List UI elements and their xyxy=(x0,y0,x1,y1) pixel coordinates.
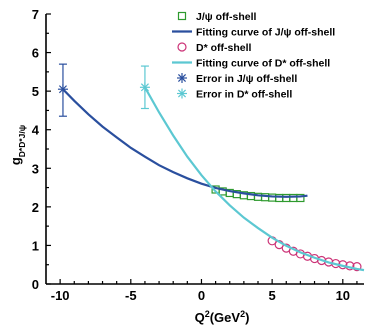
legend: J/ψ off-shell Fitting curve of J/ψ off-sh… xyxy=(172,11,335,101)
y-tick-label: 0 xyxy=(32,277,39,292)
legend-label: Error in D* off-shell xyxy=(196,89,292,101)
legend-item: Error in D* off-shell xyxy=(177,88,292,101)
legend-item: D* off-shell xyxy=(177,42,252,54)
x-tick-label: 0 xyxy=(198,288,205,303)
legend-marker-swatch xyxy=(177,73,187,83)
legend-label: J/ψ off-shell xyxy=(196,11,256,23)
x-tick-label: -5 xyxy=(125,288,137,303)
y-axis-title: gD*D*J/ψ xyxy=(8,125,27,165)
series-0-point xyxy=(296,193,305,203)
legend-marker-swatch xyxy=(177,42,187,52)
legend-label: D* off-shell xyxy=(196,42,252,54)
legend-marker-swatch xyxy=(177,11,187,21)
x-tick-label: 5 xyxy=(269,288,276,303)
plot-area xyxy=(57,63,365,272)
legend-item: Error in J/ψ off-shell xyxy=(177,73,297,85)
series-5-point xyxy=(139,82,150,93)
y-tick-label: 5 xyxy=(32,84,39,99)
series-0-point xyxy=(282,193,291,203)
y-tick-label: 3 xyxy=(32,161,39,176)
legend-label: Error in J/ψ off-shell xyxy=(196,73,297,85)
legend-item: J/ψ off-shell xyxy=(177,11,256,23)
legend-marker-swatch xyxy=(177,88,187,99)
legend-item: Fitting curve of J/ψ off-shell xyxy=(172,27,335,39)
series-1-line xyxy=(62,88,308,198)
y-tick-label: 6 xyxy=(32,46,39,61)
y-tick-label: 4 xyxy=(32,123,40,138)
legend-label: Fitting curve of J/ψ off-shell xyxy=(196,27,335,39)
x-tick-label: 10 xyxy=(336,288,350,303)
y-tick-label: 7 xyxy=(32,7,39,22)
legend-label: Fitting curve of D* off-shell xyxy=(196,58,330,70)
x-axis-title: Q2(GeV2) xyxy=(195,309,250,325)
series-4-point xyxy=(57,84,68,95)
y-tick-label: 1 xyxy=(32,238,39,253)
y-tick-label: 2 xyxy=(32,200,39,215)
x-tick-label: -10 xyxy=(51,288,70,303)
legend-item: Fitting curve of D* off-shell xyxy=(172,58,330,70)
series-2-point xyxy=(352,262,362,272)
axes: -10 -5 0 5 10 0 1 2 3 4 5 6 7 xyxy=(32,7,364,303)
series-3-line xyxy=(143,86,365,272)
